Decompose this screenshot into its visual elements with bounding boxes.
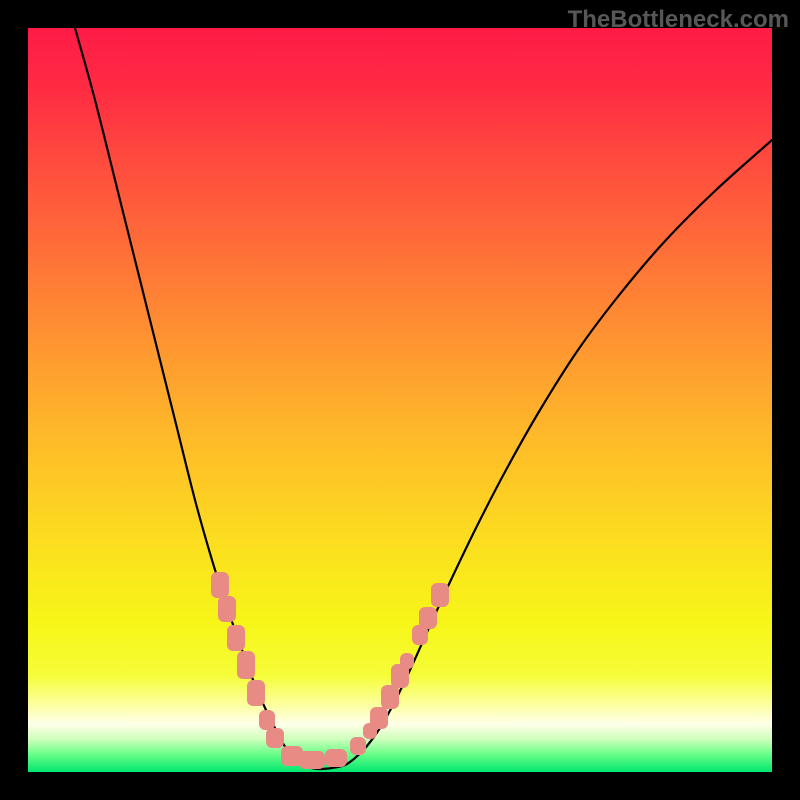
marker-right-8 <box>431 583 449 607</box>
marker-left-3 <box>237 651 255 679</box>
watermark-text: TheBottleneck.com <box>568 6 789 34</box>
chart-frame: TheBottleneck.com <box>0 0 800 800</box>
marker-right-7 <box>419 607 437 629</box>
marker-left-6 <box>266 728 284 748</box>
marker-right-3 <box>381 685 399 709</box>
marker-right-5 <box>400 653 414 669</box>
marker-bottom-2 <box>325 749 347 767</box>
marker-left-1 <box>218 596 236 622</box>
marker-bottom-1 <box>299 751 325 769</box>
marker-left-4 <box>247 680 265 706</box>
marker-right-0 <box>350 737 366 755</box>
chart-svg <box>0 0 800 800</box>
marker-left-2 <box>227 625 245 651</box>
marker-left-0 <box>211 572 229 598</box>
marker-right-2 <box>370 707 388 729</box>
marker-left-5 <box>259 710 275 730</box>
